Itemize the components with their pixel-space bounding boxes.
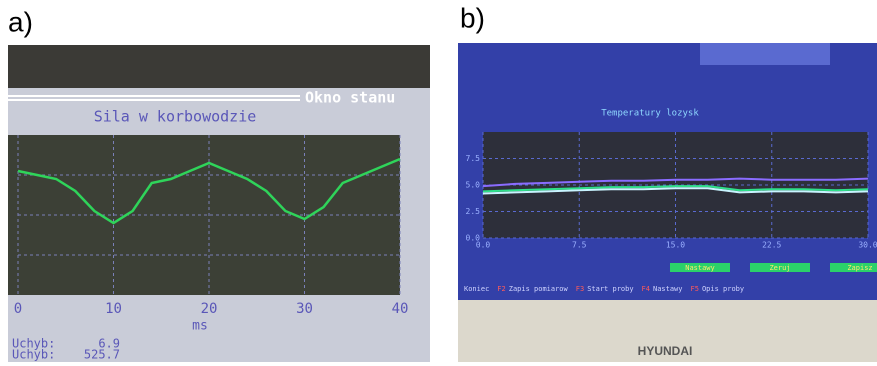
y-tick-label: 2.5 [466, 207, 481, 216]
menu-item: Nastawy [653, 285, 683, 293]
panel-label: b) [460, 2, 485, 33]
brand: HYUNDAI [638, 344, 693, 358]
status-label: Uchyb: [12, 337, 55, 351]
menu-item: Opis proby [702, 285, 744, 293]
menu-item: Zapis pomiarow [509, 285, 569, 293]
x-tick-label: 40 [392, 301, 409, 317]
x-tick-label: 0 [14, 301, 22, 317]
data-line [482, 177, 869, 188]
menu-key: F2 [497, 285, 505, 293]
panel-label: a) [8, 6, 33, 37]
data-line [482, 185, 869, 193]
data-line [482, 187, 869, 195]
x-tick-label: 0.0 [476, 241, 491, 250]
status-value: 6.9 [98, 337, 120, 351]
data-line [17, 157, 401, 225]
menu-key: F5 [691, 285, 699, 293]
chart-title: Temperatury lozysk [601, 109, 699, 119]
x-tick-label: 30.0 [858, 241, 877, 250]
button-label: Nastawy [685, 264, 715, 272]
header-box [700, 43, 830, 65]
menu-key: F4 [642, 285, 650, 293]
button [670, 263, 730, 272]
x-tick-label: 15.0 [666, 241, 685, 250]
menu-key: F3 [576, 285, 584, 293]
chart-title: Sila w korbowodzie [94, 108, 257, 126]
y-tick-label: 5.0 [466, 181, 481, 190]
button [750, 263, 810, 272]
x-tick-label: 30 [296, 301, 313, 317]
x-tick-label: 7.5 [572, 241, 587, 250]
status-value: 525.7 [84, 348, 120, 362]
button-label: Zapisz [847, 264, 872, 272]
x-tick-label: 10 [105, 301, 122, 317]
status-label: Uchyb: [12, 348, 55, 362]
x-axis-label: ms [192, 319, 208, 334]
menu-item: Koniec [464, 285, 489, 293]
y-tick-label: 0.0 [466, 234, 481, 243]
x-tick-label: 20 [201, 301, 218, 317]
menu-item: Start proby [587, 285, 633, 293]
y-tick-label: 7.5 [466, 154, 481, 163]
x-tick-label: 22.5 [762, 241, 781, 250]
button-label: Zeruj [769, 264, 790, 272]
button [830, 263, 877, 272]
window-title: Okno stanu [305, 89, 395, 107]
monitor-bezel [458, 300, 877, 362]
